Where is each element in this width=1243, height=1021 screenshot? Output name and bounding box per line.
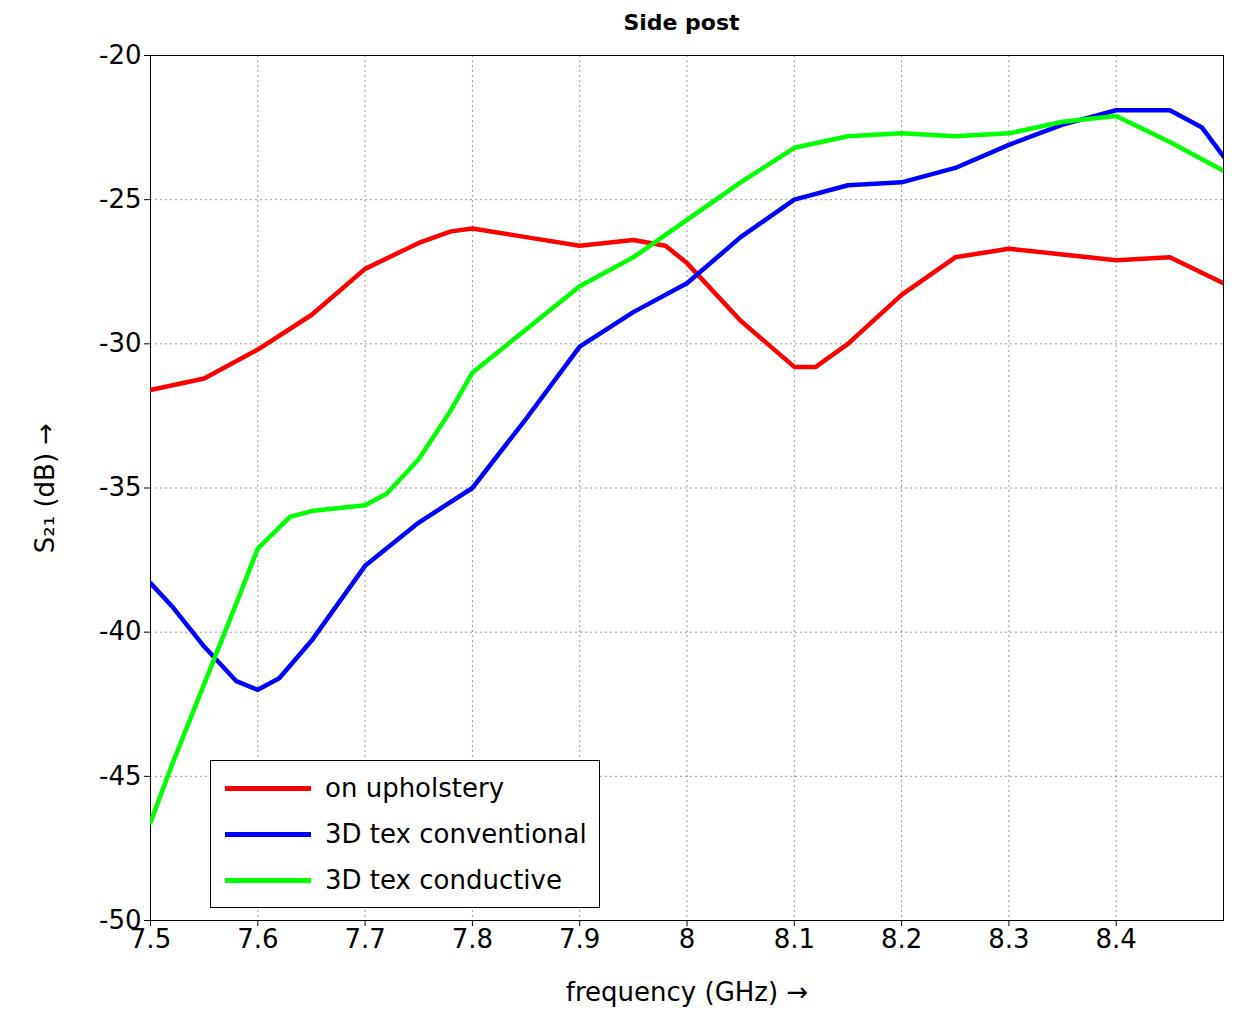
svg-text:-35: -35 xyxy=(99,472,141,502)
svg-text:8.2: 8.2 xyxy=(881,924,922,954)
svg-text:7.6: 7.6 xyxy=(237,924,278,954)
svg-text:7.8: 7.8 xyxy=(452,924,493,954)
svg-text:7.5: 7.5 xyxy=(130,924,171,954)
svg-text:-30: -30 xyxy=(99,328,141,358)
svg-text:8.3: 8.3 xyxy=(988,924,1029,954)
html-text:3D tex conductive: 3D tex conductive xyxy=(325,865,562,895)
svg-text:8: 8 xyxy=(679,924,696,954)
svg-text:8.4: 8.4 xyxy=(1096,924,1137,954)
svg-text:S₂₁ (dB) →: S₂₁ (dB) → xyxy=(30,423,60,553)
svg-text:-45: -45 xyxy=(99,761,141,791)
svg-text:7.9: 7.9 xyxy=(559,924,600,954)
html-text:Side post: Side post xyxy=(623,10,740,35)
svg-text:-50: -50 xyxy=(99,904,142,935)
html-text:on upholstery: on upholstery xyxy=(325,773,505,803)
svg-text:7.7: 7.7 xyxy=(344,924,385,954)
svg-text:-25: -25 xyxy=(99,184,141,214)
svg-text:-40: -40 xyxy=(99,616,141,646)
html-text:3D tex conventional: 3D tex conventional xyxy=(325,819,587,849)
svg-text:8.1: 8.1 xyxy=(774,924,815,954)
svg-text:-20: -20 xyxy=(99,40,141,70)
svg-text:frequency (GHz) →: frequency (GHz) → xyxy=(566,977,808,1007)
